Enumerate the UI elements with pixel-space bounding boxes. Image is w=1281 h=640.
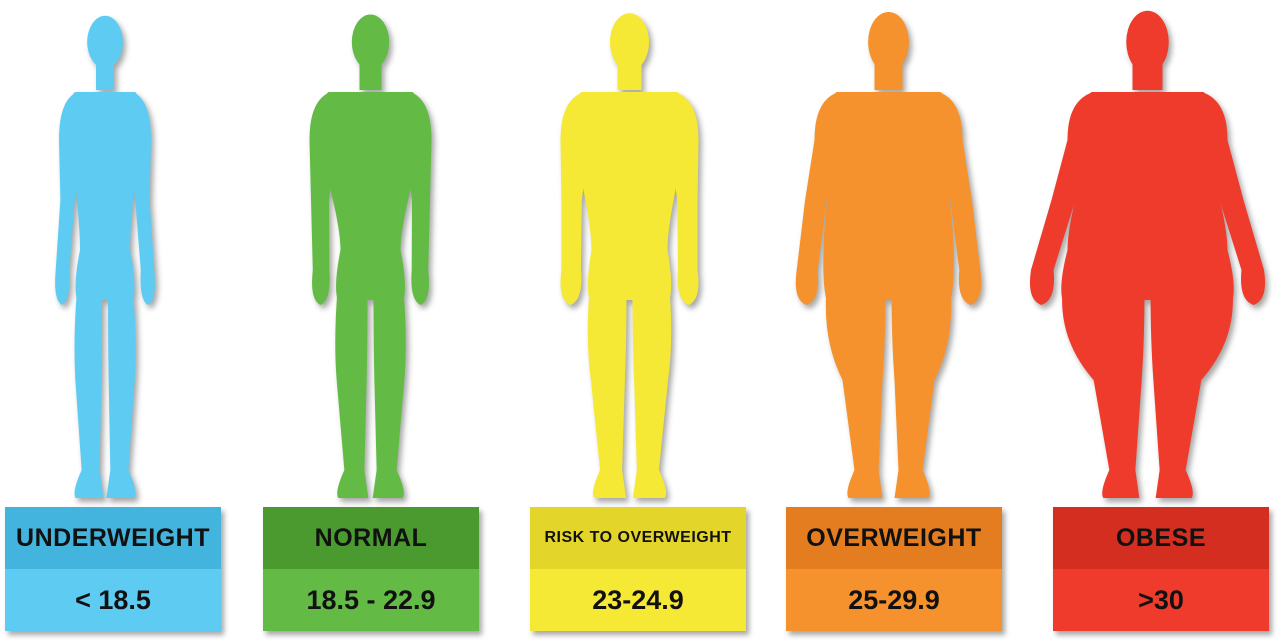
figure-underweight [20, 0, 190, 510]
figure-normal [283, 0, 458, 510]
body-silhouette-icon [795, 12, 982, 498]
body-silhouette-icon [1029, 10, 1266, 498]
bmi-range: >30 [1053, 569, 1269, 631]
bmi-range: < 18.5 [5, 569, 221, 631]
body-silhouette-icon [309, 14, 432, 498]
figure-obese [1029, 0, 1266, 510]
category-label: OVERWEIGHT [786, 507, 1002, 569]
figure-overweight [791, 0, 986, 510]
figure-risk-to-overweight [537, 0, 722, 510]
bmi-range: 23-24.9 [530, 569, 746, 631]
category-card-overweight: OVERWEIGHT 25-29.9 [786, 507, 1002, 631]
body-silhouette-icon [55, 15, 155, 498]
category-label: NORMAL [263, 507, 479, 569]
category-label: UNDERWEIGHT [5, 507, 221, 569]
category-card-normal: NORMAL 18.5 - 22.9 [263, 507, 479, 631]
category-card-obese: OBESE >30 [1053, 507, 1269, 631]
category-card-risk-to-overweight: RISK TO OVERWEIGHT 23-24.9 [530, 507, 746, 631]
category-label: RISK TO OVERWEIGHT [530, 507, 746, 569]
category-card-underweight: UNDERWEIGHT < 18.5 [5, 507, 221, 631]
bmi-range: 18.5 - 22.9 [263, 569, 479, 631]
body-silhouette-icon [560, 13, 699, 498]
category-label: OBESE [1053, 507, 1269, 569]
bmi-range: 25-29.9 [786, 569, 1002, 631]
